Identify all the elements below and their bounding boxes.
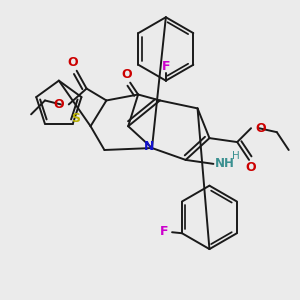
Text: O: O bbox=[246, 161, 256, 174]
Text: F: F bbox=[162, 60, 170, 73]
Text: N: N bbox=[144, 140, 154, 152]
Text: O: O bbox=[121, 68, 131, 81]
Text: O: O bbox=[256, 122, 266, 135]
Text: O: O bbox=[68, 56, 78, 69]
Text: S: S bbox=[71, 112, 80, 125]
Text: H: H bbox=[232, 151, 240, 161]
Text: F: F bbox=[160, 225, 168, 238]
Text: NH: NH bbox=[214, 158, 234, 170]
Text: O: O bbox=[53, 98, 64, 111]
